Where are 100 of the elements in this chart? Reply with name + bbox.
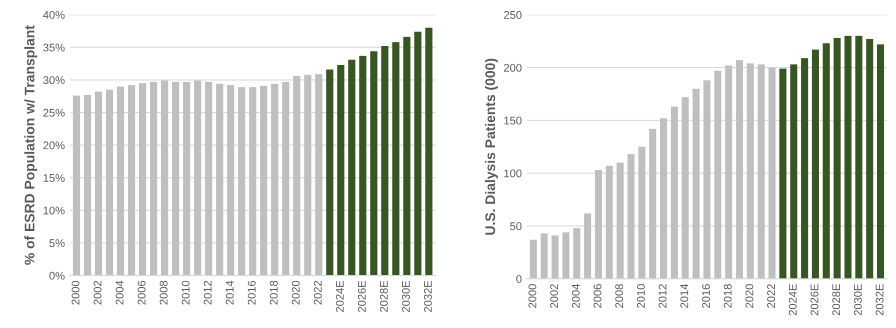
bar	[758, 64, 765, 279]
x-tick-label: 2020	[292, 280, 300, 305]
y-tick-label: 200	[504, 64, 522, 72]
x-tick-label: 2016	[702, 284, 710, 308]
y-tick-label: 5%	[49, 239, 65, 248]
x-tick-label: 2032E	[876, 284, 884, 316]
bar	[227, 85, 234, 276]
bar	[638, 146, 646, 279]
y-tick-label: 15%	[44, 174, 65, 182]
bar	[790, 64, 798, 279]
y-tick-label: 0%	[49, 272, 65, 280]
y-tick-label: 40%	[43, 11, 65, 19]
bar	[844, 36, 852, 279]
x-tick-label: 2032E	[424, 280, 432, 312]
bar	[877, 44, 884, 279]
x-tick-label: 2010	[182, 280, 190, 305]
bar	[627, 154, 635, 279]
bar	[801, 58, 808, 279]
y-tick-label: 20%	[43, 141, 65, 150]
bar	[530, 240, 537, 279]
x-tick-label: 2004	[116, 280, 124, 305]
x-tick-label: 2004	[572, 284, 580, 308]
x-tick-label: 2006	[138, 280, 146, 305]
bar	[116, 86, 124, 276]
bar	[326, 70, 334, 276]
bar	[714, 70, 722, 279]
x-tick-label: 2012	[204, 280, 212, 305]
x-tick-label: 2014	[680, 284, 688, 308]
bar	[381, 46, 388, 276]
x-tick-label: 2000	[72, 280, 80, 305]
bar	[660, 118, 668, 279]
x-tick-label: 2018	[270, 280, 278, 305]
bar	[106, 90, 114, 276]
x-tick-label: 2010	[636, 284, 645, 308]
bar	[216, 84, 224, 276]
x-tick-label: 2022	[767, 284, 776, 308]
bar	[822, 43, 830, 279]
x-tick-label: 2026E	[358, 280, 366, 312]
bar	[392, 42, 400, 276]
bar	[779, 68, 786, 279]
bar	[616, 162, 624, 279]
bar	[725, 65, 732, 279]
bar	[315, 74, 322, 276]
bar	[161, 80, 168, 276]
bar	[238, 87, 246, 276]
bar	[812, 50, 819, 279]
x-tick-label: 2002	[550, 284, 558, 308]
bar	[128, 85, 136, 276]
bar	[414, 32, 422, 276]
bar	[138, 83, 146, 276]
bar	[84, 94, 92, 276]
y-tick-label: 0	[516, 275, 522, 283]
bar	[540, 233, 548, 279]
bar	[249, 87, 256, 276]
y-tick-label: 50	[510, 222, 522, 230]
bar	[606, 166, 613, 279]
bar	[768, 68, 776, 279]
bar	[584, 213, 592, 279]
x-tick-label: 2008	[615, 284, 624, 308]
bar	[552, 235, 559, 279]
x-tick-label: 2000	[528, 284, 536, 308]
bar	[172, 82, 180, 276]
x-tick-label: 2012	[658, 284, 667, 308]
bar	[205, 82, 212, 276]
x-tick-label: 2018	[724, 284, 732, 308]
bar	[573, 228, 580, 279]
x-tick-label: 2002	[94, 280, 102, 305]
bar	[834, 38, 841, 279]
bar	[337, 64, 344, 276]
bar	[94, 92, 102, 276]
bar	[194, 80, 202, 276]
bar	[370, 51, 378, 276]
x-tick-label: 2016	[248, 280, 256, 305]
y-tick-label: 10%	[44, 206, 65, 214]
bar	[594, 170, 602, 279]
bar	[703, 80, 710, 279]
bar	[183, 82, 190, 276]
y-tick-label: 35%	[43, 44, 65, 52]
bar	[359, 56, 366, 276]
bar	[271, 84, 278, 276]
bar	[855, 36, 862, 279]
y-axis-title: U.S. Dialysis Patients (000)	[484, 58, 498, 235]
bar	[304, 74, 312, 276]
bar	[866, 39, 874, 279]
bar	[293, 76, 300, 276]
y-tick-label: 30%	[43, 76, 65, 84]
bar	[682, 97, 689, 279]
x-tick-label: 2020	[745, 284, 754, 308]
x-tick-label: 2024E	[788, 284, 797, 316]
x-tick-label: 2026E	[810, 284, 818, 316]
y-tick-label: 100	[504, 169, 522, 178]
bar	[562, 232, 570, 279]
bar	[282, 82, 290, 276]
bar	[649, 128, 656, 279]
x-tick-label: 2008	[160, 280, 168, 305]
bar	[692, 88, 700, 279]
x-tick-label: 2030E	[402, 280, 410, 312]
bar	[746, 63, 754, 279]
x-tick-label: 2030E	[854, 284, 862, 316]
x-tick-label: 2028E	[832, 284, 840, 316]
